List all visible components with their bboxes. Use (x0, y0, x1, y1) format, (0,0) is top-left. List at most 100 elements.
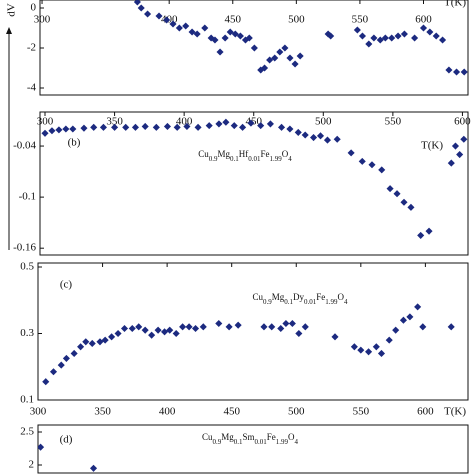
point (114, 329, 122, 338)
point (301, 131, 309, 139)
point (294, 128, 302, 136)
point (310, 134, 318, 142)
point (392, 326, 400, 334)
point (70, 349, 78, 357)
point (266, 120, 274, 128)
point (182, 22, 190, 30)
point (425, 227, 433, 235)
point (99, 123, 107, 131)
point (172, 329, 180, 338)
point (225, 323, 233, 331)
formula-element: O (288, 432, 295, 442)
point (453, 68, 461, 76)
formula-subscript: 4 (344, 298, 348, 306)
formula-subscript: 1.99 (270, 155, 283, 163)
plot-frame (37, 262, 469, 401)
point (41, 129, 49, 137)
point (193, 30, 201, 38)
point (419, 323, 427, 331)
point (316, 132, 325, 140)
formula-subscript: 0.9 (209, 155, 218, 163)
point (62, 354, 70, 362)
point (201, 24, 209, 32)
point (199, 323, 207, 331)
points (41, 118, 468, 239)
point (350, 343, 358, 351)
point (194, 123, 202, 131)
point (460, 68, 468, 76)
point (414, 303, 422, 311)
point (291, 60, 299, 68)
point (432, 32, 440, 40)
point (266, 56, 274, 64)
point (399, 316, 407, 324)
point (101, 336, 109, 344)
point (192, 324, 200, 333)
formula-element: Hf (239, 149, 249, 159)
point (69, 125, 77, 133)
point (173, 123, 181, 131)
point (62, 125, 70, 133)
point (358, 32, 366, 40)
point (239, 123, 247, 131)
x-tick-label: 500 (315, 116, 332, 128)
formula-subscript: 0.01 (248, 155, 261, 163)
point (135, 323, 143, 331)
point (216, 48, 224, 56)
x-tick-label: 500 (288, 406, 305, 418)
point (55, 126, 63, 134)
point (205, 122, 213, 130)
point (426, 28, 434, 36)
point (323, 136, 332, 144)
x-tick-label: 600 (415, 14, 432, 26)
formula-element: O (282, 149, 289, 159)
point (400, 198, 408, 206)
point (445, 66, 453, 74)
point (80, 124, 88, 132)
point (388, 34, 396, 42)
y-tick-label: -0.04 (13, 140, 36, 152)
point (211, 36, 219, 44)
x-tick-label: 350 (106, 116, 123, 128)
x-tick-label: 300 (34, 14, 51, 26)
point (381, 34, 389, 42)
point (331, 333, 339, 341)
point (357, 346, 365, 354)
formula-subscript: 0.1 (230, 155, 239, 163)
x-tick-label: 450 (223, 406, 240, 418)
point (286, 54, 294, 62)
point (417, 231, 425, 239)
point (245, 34, 253, 42)
point (108, 333, 116, 341)
point (120, 324, 129, 333)
point (234, 321, 242, 329)
formula-element: Mg (272, 292, 285, 302)
point (188, 28, 196, 36)
formula-subscript: 1.99 (325, 298, 338, 306)
point (175, 24, 183, 32)
x-axis-label: T(K) (444, 406, 466, 418)
point (247, 119, 255, 127)
point (347, 149, 355, 157)
point (144, 10, 152, 18)
formula: Cu0.9Mg0.1Sm0.01Fe1.99O4 (202, 432, 299, 446)
point (407, 203, 415, 211)
x-tick-label: 550 (352, 14, 369, 26)
point (88, 339, 96, 348)
point (250, 44, 258, 52)
point (215, 120, 223, 128)
point (257, 122, 265, 130)
point (261, 64, 269, 72)
point (141, 122, 149, 131)
point (152, 123, 160, 131)
formula-element: Cu (198, 149, 209, 159)
point (141, 326, 149, 334)
formula: Cu0.9Mg0.1Dy0.01Fe1.99O4 (252, 292, 348, 306)
x-axis-label: T(K) (421, 140, 443, 152)
point (137, 4, 145, 12)
formula-element: Fe (316, 292, 325, 302)
formula-subscript: 0.1 (284, 298, 293, 306)
x-axis-label: T(K) (444, 0, 466, 9)
point (48, 127, 56, 135)
x-tick-label: 400 (159, 406, 176, 418)
